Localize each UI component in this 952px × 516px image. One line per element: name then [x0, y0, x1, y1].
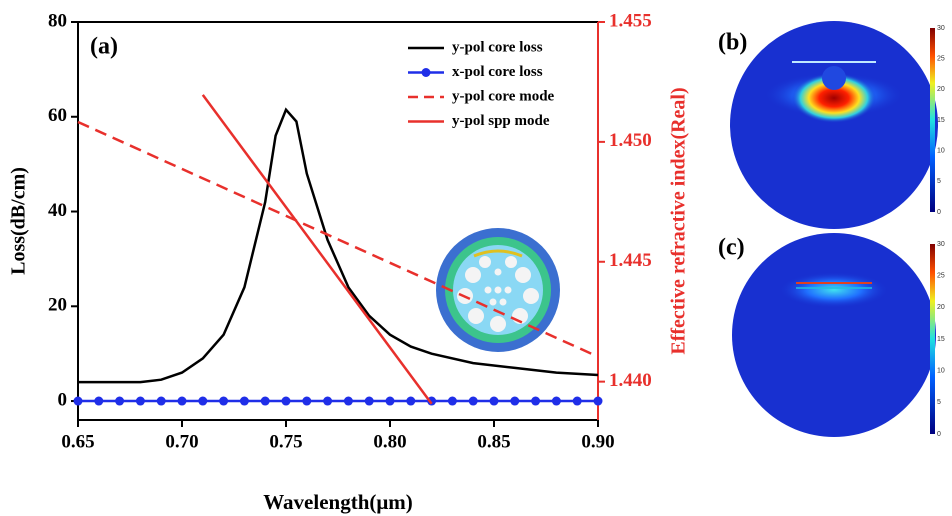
y2-axis-label: Effective refractive index(Real): [668, 87, 690, 354]
point: [323, 397, 332, 406]
point: [115, 397, 124, 406]
mode-field-b: [730, 21, 938, 229]
point: [573, 397, 582, 406]
point: [510, 397, 519, 406]
point: [469, 397, 478, 406]
point: [406, 397, 415, 406]
colorbar-tick-label: 10: [937, 368, 945, 375]
legend-label: y-pol core mode: [452, 88, 555, 104]
point: [302, 397, 311, 406]
x-axis-label: Wavelength(μm): [263, 490, 413, 514]
x-tick-label: 0.90: [581, 431, 614, 452]
y2-tick-label: 1.455: [609, 10, 652, 31]
colorbar-tick-label: 15: [937, 117, 945, 124]
page: {"chart_data": {"type": "line", "annotat…: [0, 0, 952, 516]
x-tick-label: 0.70: [165, 431, 198, 452]
y-axis-label: Loss(dB/cm): [8, 167, 30, 275]
colorbar-tick-label: 20: [937, 86, 945, 93]
point: [344, 397, 353, 406]
colorbar-tick-label: 20: [937, 304, 945, 311]
y2-tick-label: 1.450: [609, 130, 652, 151]
panel-label: (b): [718, 30, 747, 56]
point: [198, 397, 207, 406]
colorbar-tick-label: 5: [937, 178, 941, 185]
y2-tick-label: 1.445: [609, 250, 652, 271]
y-tick-label: 20: [48, 295, 67, 316]
colorbar-tick-label: 30: [937, 25, 945, 32]
point: [94, 397, 103, 406]
x-tick-label: 0.80: [373, 431, 406, 452]
point: [282, 397, 291, 406]
colorbar-tick-label: 0: [937, 431, 941, 438]
legend-label: y-pol spp mode: [452, 113, 550, 129]
point: [136, 397, 145, 406]
y-tick-label: 60: [48, 105, 67, 126]
y2-tick-label: 1.440: [609, 370, 652, 391]
colorbar-tick-label: 10: [937, 148, 945, 155]
point: [490, 397, 499, 406]
y-tick-label: 40: [48, 200, 67, 221]
colorbar-tick-label: 5: [937, 399, 941, 406]
y-tick-label: 80: [48, 10, 67, 31]
point: [219, 397, 228, 406]
panel-label: (c): [718, 235, 745, 261]
colorbar: [930, 28, 935, 212]
colorbar-tick-label: 25: [937, 273, 945, 280]
legend-marker: [422, 68, 431, 77]
point: [365, 397, 374, 406]
colorbar: [930, 244, 935, 434]
point: [240, 397, 249, 406]
y-tick-label: 0: [58, 389, 68, 410]
legend-label: x-pol core loss: [452, 64, 543, 80]
point: [178, 397, 187, 406]
colorbar-tick-label: 0: [937, 209, 941, 216]
point: [157, 397, 166, 406]
colorbar-tick-label: 30: [937, 241, 945, 248]
figure: (a) Wavelength(μm) Loss(dB/cm) Effective…: [0, 0, 952, 516]
mode-field-c: [732, 233, 936, 437]
x-tick-label: 0.65: [61, 431, 94, 452]
colorbar-tick-label: 15: [937, 336, 945, 343]
legend-label: y-pol core loss: [452, 39, 543, 55]
point: [448, 397, 457, 406]
point: [386, 397, 395, 406]
x-tick-label: 0.75: [269, 431, 302, 452]
colorbar-tick-label: 25: [937, 56, 945, 63]
point: [531, 397, 540, 406]
point: [74, 397, 83, 406]
point: [594, 397, 603, 406]
point: [552, 397, 561, 406]
point: [261, 397, 270, 406]
series-line: [203, 95, 432, 404]
x-tick-label: 0.85: [477, 431, 510, 452]
fiber-inset: [436, 228, 560, 352]
panel-label: (a): [90, 34, 118, 60]
